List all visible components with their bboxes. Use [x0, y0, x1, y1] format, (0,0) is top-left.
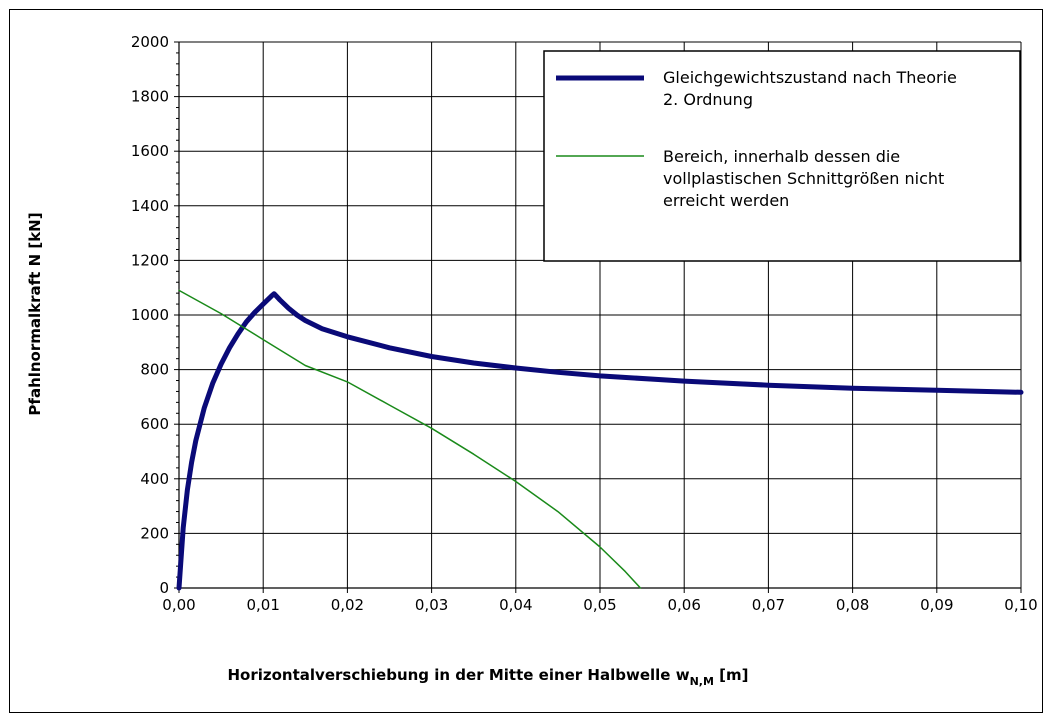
x-tick-label: 0,00	[162, 596, 195, 614]
y-tick-label: 800	[140, 361, 169, 379]
y-tick-label: 1600	[131, 142, 169, 160]
y-tick-label: 1800	[131, 88, 169, 106]
x-axis-title: Horizontalverschiebung in der Mitte eine…	[228, 666, 749, 688]
y-tick-label: 0	[159, 579, 169, 597]
series-line-plastic-region	[178, 289, 642, 589]
legend-label-equilibrium-line-1: Gleichgewichtszustand nach Theorie	[663, 68, 957, 87]
legend-box	[543, 50, 1021, 262]
series-lines	[176, 289, 1024, 591]
legend-label-equilibrium: Gleichgewichtszustand nach Theorie 2. Or…	[663, 68, 962, 109]
y-tick-label: 1000	[131, 306, 169, 324]
legend-label-plastic-line-2: vollplastischen Schnittgrößen nicht	[663, 169, 944, 188]
legend: Gleichgewichtszustand nach Theorie 2. Or…	[543, 50, 1021, 262]
y-tick-label: 1400	[131, 197, 169, 215]
legend-label-plastic-line-1: Bereich, innerhalb dessen die	[663, 147, 900, 166]
x-tick-label: 0,06	[667, 596, 700, 614]
x-axis-title-unit: [m]	[714, 666, 749, 684]
y-tick-label: 1200	[131, 251, 169, 269]
axes	[174, 41, 1022, 593]
y-tick-label: 400	[140, 470, 169, 488]
x-tick-label: 0,10	[1004, 596, 1037, 614]
y-tick-label: 2000	[131, 33, 169, 51]
y-axis-title: Pfahlnormalkraft N [kN]	[26, 212, 44, 415]
legend-label-equilibrium-line-2: 2. Ordnung	[663, 90, 753, 109]
x-tick-label: 0,09	[920, 596, 953, 614]
x-axis-title-subscript: N,M	[690, 675, 714, 688]
x-tick-label: 0,03	[415, 596, 448, 614]
x-tick-label: 0,05	[583, 596, 616, 614]
x-tick-label: 0,07	[752, 596, 785, 614]
x-tick-label: 0,08	[836, 596, 869, 614]
x-tick-label: 0,04	[499, 596, 532, 614]
legend-label-plastic-region: Bereich, innerhalb dessen die vollplasti…	[663, 147, 949, 210]
x-axis-title-main: Horizontalverschiebung in der Mitte eine…	[228, 666, 690, 684]
x-tick-label: 0,02	[331, 596, 364, 614]
y-tick-label: 200	[140, 524, 169, 542]
x-tick-label: 0,01	[246, 596, 279, 614]
tick-labels: 0,00 0,01 0,02 0,03 0,04 0,05 0,06 0,07 0,08 0,09…	[131, 33, 1038, 614]
y-tick-label: 600	[140, 415, 169, 433]
series-line-equilibrium	[176, 291, 1024, 591]
legend-label-plastic-line-3: erreicht werden	[663, 191, 789, 210]
